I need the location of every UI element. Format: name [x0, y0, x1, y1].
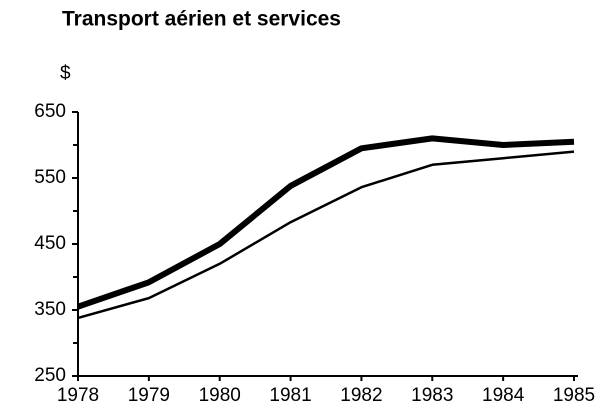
x-tick-label: 1980: [199, 385, 241, 406]
line-series: [77, 135, 575, 310]
y-tick-label: 550: [34, 167, 66, 188]
y-tick-label: 250: [34, 365, 66, 386]
x-tick-label: 1983: [411, 385, 453, 406]
x-tick-label: 1981: [269, 385, 311, 406]
x-tick-label: 1979: [128, 385, 170, 406]
x-tick-label: 1982: [340, 385, 382, 406]
chart-title: Transport aérien et services: [62, 8, 341, 31]
y-tick-label: 450: [34, 233, 66, 254]
y-tick-label: 650: [34, 101, 66, 122]
x-tick-label: 1978: [57, 385, 99, 406]
y-axis-label: $: [60, 63, 71, 84]
line-series: [77, 150, 575, 320]
x-tick-label: 1984: [482, 385, 525, 406]
x-tick-label: 1985: [553, 385, 595, 406]
y-tick-label: 350: [34, 299, 66, 320]
